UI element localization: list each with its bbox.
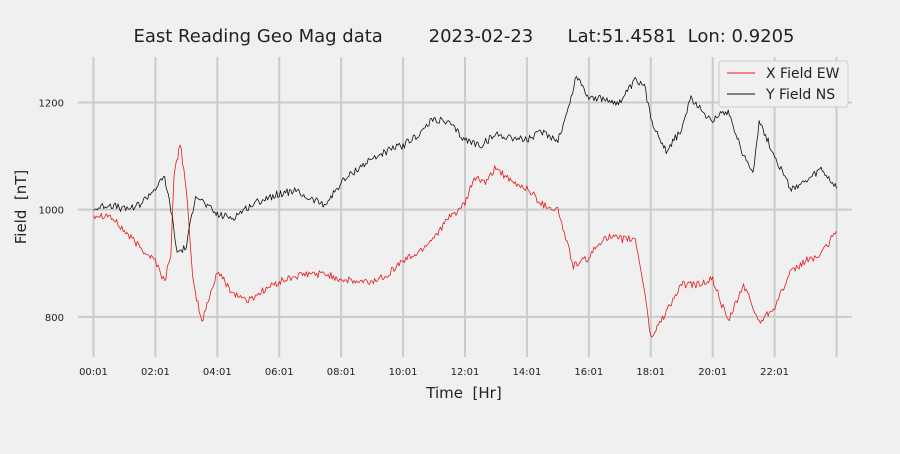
x-axis-label: Time [Hr] (425, 384, 501, 402)
chart-title: East Reading Geo Mag data 2023-02-23 Lat… (133, 26, 794, 47)
y-axis-label: Field [nT] (12, 170, 30, 245)
grid (78, 57, 852, 357)
series-line-y-field-ns (93, 76, 837, 253)
legend-label-x-field: X Field EW (766, 66, 840, 82)
y-tick-label: 1000 (39, 206, 64, 217)
x-tick-label: 08:01 (327, 367, 356, 378)
x-tick-label: 10:01 (389, 367, 418, 378)
x-tick-label: 14:01 (513, 367, 542, 378)
x-tick-label: 20:01 (698, 367, 727, 378)
x-tick-label: 18:01 (636, 367, 665, 378)
x-tick-label: 06:01 (265, 367, 294, 378)
x-tick-label: 02:01 (141, 367, 170, 378)
legend: X Field EW Y Field NS (718, 60, 849, 108)
series-layer (93, 76, 837, 338)
y-tick-label: 800 (45, 313, 64, 324)
x-tick-label: 00:01 (79, 367, 108, 378)
y-tick-label: 1200 (39, 99, 64, 110)
x-tick-label: 22:01 (760, 367, 789, 378)
x-tick-label: 16:01 (574, 367, 603, 378)
x-tick-label: 12:01 (451, 367, 480, 378)
series-line-x-field-ew (93, 144, 837, 338)
tick-labels: 00:01 02:01 04:01 06:01 08:01 10:01 12:01 14:01… (39, 99, 789, 378)
x-tick-label: 04:01 (203, 367, 232, 378)
legend-label-y-field: Y Field NS (765, 87, 835, 103)
